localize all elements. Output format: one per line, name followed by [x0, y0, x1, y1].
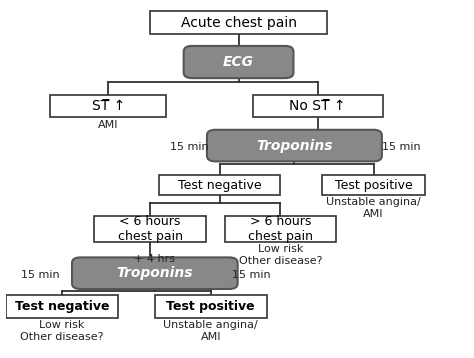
- FancyBboxPatch shape: [159, 175, 281, 195]
- FancyBboxPatch shape: [184, 46, 293, 78]
- Text: Test negative: Test negative: [178, 179, 262, 192]
- Text: 15 min: 15 min: [170, 142, 209, 153]
- Text: Troponins: Troponins: [256, 139, 333, 153]
- Text: Troponins: Troponins: [117, 266, 193, 280]
- Text: Acute chest pain: Acute chest pain: [181, 15, 297, 29]
- FancyBboxPatch shape: [50, 96, 166, 117]
- Text: Unstable angina/
AMI: Unstable angina/ AMI: [163, 320, 258, 342]
- Text: ST̅ ↑: ST̅ ↑: [91, 99, 125, 113]
- Text: Low risk
Other disease?: Low risk Other disease?: [20, 320, 103, 342]
- Text: 15 min: 15 min: [382, 142, 420, 153]
- FancyBboxPatch shape: [322, 175, 425, 195]
- Text: + 4 hrs: + 4 hrs: [134, 254, 175, 264]
- FancyBboxPatch shape: [6, 295, 118, 319]
- FancyBboxPatch shape: [207, 130, 382, 161]
- FancyBboxPatch shape: [225, 216, 336, 242]
- Text: AMI: AMI: [98, 120, 118, 130]
- FancyBboxPatch shape: [72, 257, 237, 289]
- Text: > 6 hours
chest pain: > 6 hours chest pain: [248, 215, 313, 243]
- FancyBboxPatch shape: [94, 216, 206, 242]
- FancyBboxPatch shape: [253, 96, 383, 117]
- Text: ECG: ECG: [223, 55, 254, 69]
- Text: < 6 hours
chest pain: < 6 hours chest pain: [118, 215, 182, 243]
- Text: Unstable angina/
AMI: Unstable angina/ AMI: [326, 197, 421, 219]
- Text: Test positive: Test positive: [335, 179, 412, 192]
- Text: No ST̅ ↑: No ST̅ ↑: [290, 99, 346, 113]
- Text: Test negative: Test negative: [15, 300, 109, 313]
- Text: Test positive: Test positive: [166, 300, 255, 313]
- Text: Low risk
Other disease?: Low risk Other disease?: [239, 244, 322, 266]
- Text: 15 min: 15 min: [21, 270, 59, 280]
- Text: 15 min: 15 min: [232, 270, 270, 280]
- FancyBboxPatch shape: [150, 11, 327, 34]
- FancyBboxPatch shape: [155, 295, 266, 319]
